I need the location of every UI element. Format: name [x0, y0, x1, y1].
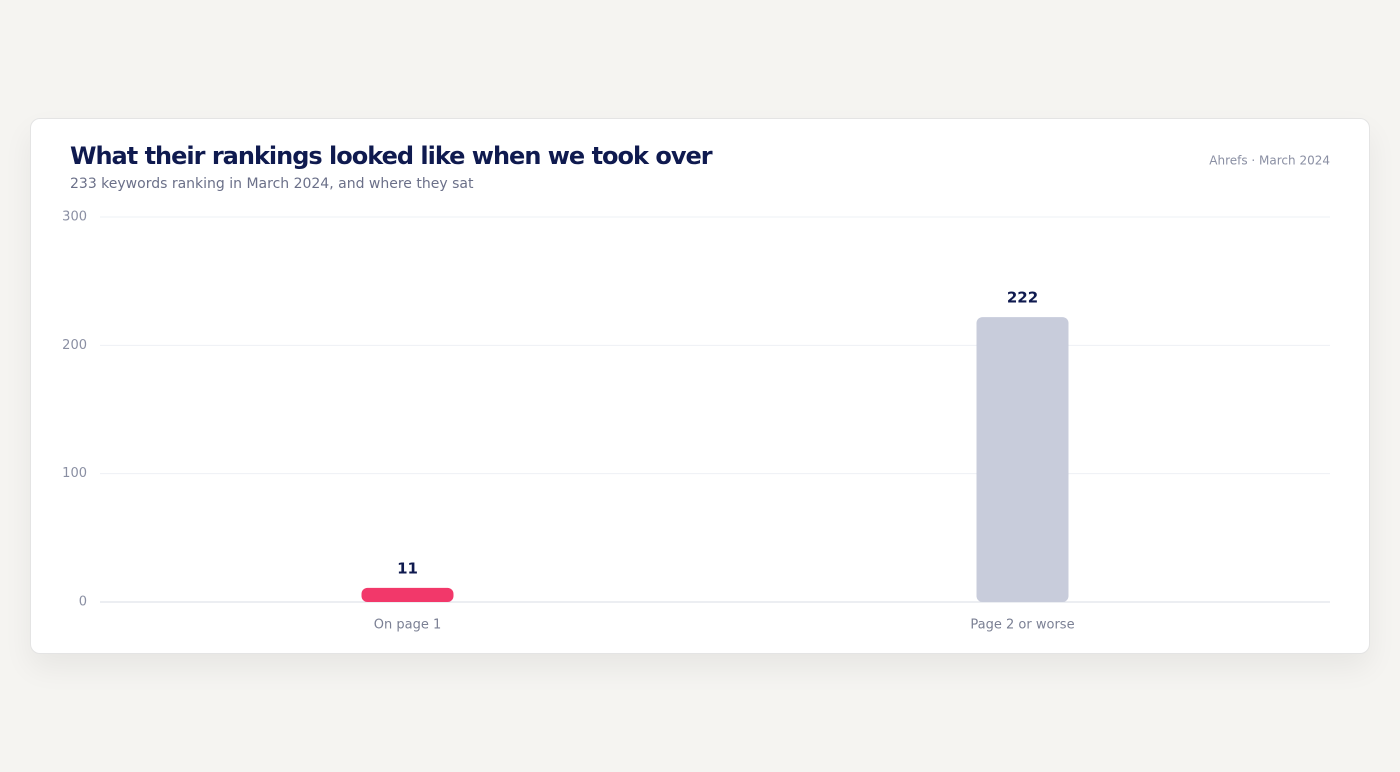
- y-tick-label: 100: [62, 466, 87, 481]
- value-label: 222: [1007, 289, 1038, 307]
- chart-subtitle: 233 keywords ranking in March 2024, and …: [70, 176, 474, 192]
- x-tick-label: On page 1: [374, 618, 441, 633]
- y-tick-label: 300: [62, 210, 87, 225]
- chart-card: [30, 118, 1370, 654]
- bar: [976, 317, 1069, 602]
- chart-title: What their rankings looked like when we …: [70, 142, 713, 170]
- bar: [361, 587, 454, 602]
- y-tick-label: 200: [62, 338, 87, 353]
- value-label: 11: [397, 559, 418, 577]
- chart-source: Ahrefs · March 2024: [1209, 154, 1330, 168]
- y-tick-label: 0: [79, 595, 87, 610]
- x-tick-label: Page 2 or worse: [970, 618, 1074, 633]
